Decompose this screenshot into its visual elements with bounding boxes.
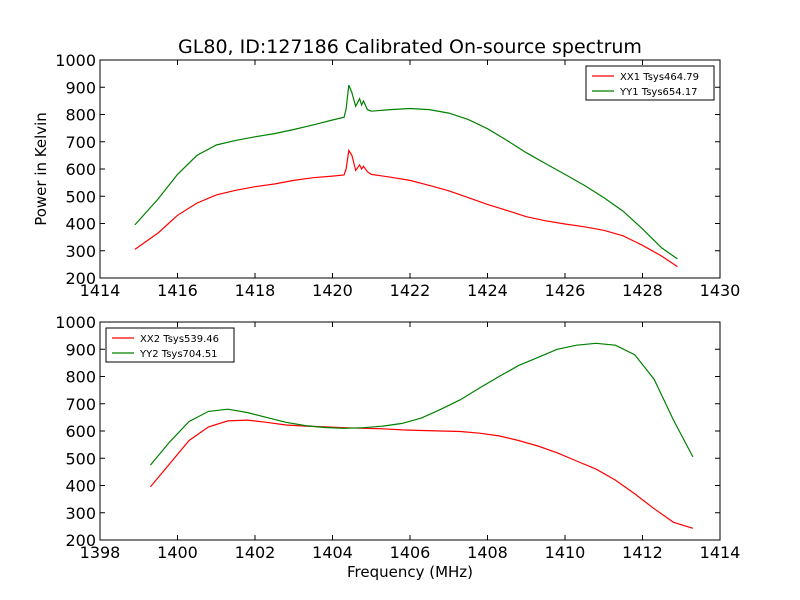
x-tick-label: 1400 (157, 543, 198, 562)
x-tick-label: 1404 (312, 543, 353, 562)
x-tick-label: 1418 (235, 281, 276, 300)
y-tick-label: 200 (65, 531, 96, 550)
y-tick-label: 700 (65, 395, 96, 414)
x-tick-label: 1420 (312, 281, 353, 300)
legend-label: YY1 Tsys654.17 (619, 87, 698, 98)
y-tick-label: 500 (65, 449, 96, 468)
x-tick-label: 1430 (700, 281, 741, 300)
x-tick-label: 1414 (700, 543, 741, 562)
y-tick-label: 200 (65, 269, 96, 288)
x-tick-label: 1416 (157, 281, 198, 300)
top-spectrum-panel: 1414 1416 1418 1420 1422 1424 1426 1428 1430 200 3… (55, 51, 740, 300)
x-tick-label: 1410 (545, 543, 586, 562)
y-axis-label: Power in Kelvin (32, 112, 50, 226)
legend-label: XX1 Tsys464.79 (620, 72, 699, 83)
y-tick-label: 800 (65, 106, 96, 125)
y-tick-label: 700 (65, 133, 96, 152)
series-line-red (134, 148, 678, 268)
legend-box (585, 65, 715, 101)
y-tick-label: 900 (65, 340, 96, 359)
y-tick-label: 400 (65, 477, 96, 496)
x-tick-label: 1422 (390, 281, 431, 300)
x-tick-label: 1406 (390, 543, 431, 562)
series-line-red (149, 419, 694, 529)
y-tick-label: 400 (65, 215, 96, 234)
y-tick-label: 300 (65, 504, 96, 523)
legend-label: YY2 Tsys704.51 (139, 349, 218, 360)
figure-title: GL80, ID:127186 Calibrated On-source spe… (178, 36, 642, 58)
y-tick-label: 1000 (55, 51, 96, 70)
bottom-spectrum-panel: 1398 1400 1402 1404 1406 1408 1410 1412 1414 200 3… (55, 313, 740, 562)
x-tick-label: 1412 (622, 543, 663, 562)
series-line-green (134, 84, 678, 260)
y-tick-label: 900 (65, 78, 96, 97)
x-axis-label: Frequency (MHz) (347, 563, 473, 581)
series-line-green (149, 342, 694, 466)
legend-label: XX2 Tsys539.46 (140, 334, 219, 345)
y-tick-label: 800 (65, 368, 96, 387)
x-tick-label: 1426 (545, 281, 586, 300)
y-tick-label: 300 (65, 242, 96, 261)
legend-box (105, 327, 235, 363)
x-tick-label: 1398 (80, 543, 121, 562)
y-tick-label: 1000 (55, 313, 96, 332)
y-tick-label: 600 (65, 422, 96, 441)
y-tick-label: 500 (65, 187, 96, 206)
x-tick-label: 1424 (467, 281, 508, 300)
y-tick-label: 600 (65, 160, 96, 179)
x-tick-label: 1408 (467, 543, 508, 562)
x-tick-label: 1402 (235, 543, 276, 562)
x-tick-label: 1414 (80, 281, 121, 300)
x-tick-label: 1428 (622, 281, 663, 300)
